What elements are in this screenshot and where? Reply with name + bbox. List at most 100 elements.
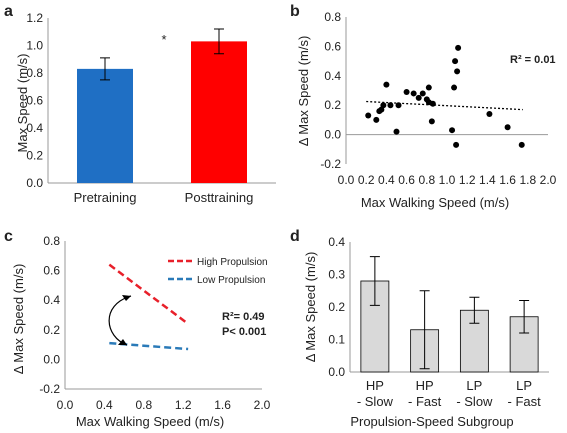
x-tick-label: LP: [516, 378, 532, 393]
panel-b-ticks: -0.20.00.20.40.60.80.0 0.2 0.4 0.6 0.8 1.0 1.2…: [320, 10, 556, 187]
y-tick-label: -0.2: [39, 382, 60, 396]
y-tick-label: 1.2: [26, 11, 43, 25]
y-tick-label: 0.0: [26, 176, 43, 190]
panel-letter-a: a: [4, 3, 13, 20]
scatter-point: [451, 84, 458, 91]
x-tick-label: 1.2: [459, 173, 476, 187]
x-tick-label: - Fast: [408, 394, 442, 409]
scatter-point: [428, 118, 435, 125]
panel-d-ylabel: Δ Max Speed (m/s): [303, 252, 318, 363]
x-tick-label: 0.8: [418, 173, 435, 187]
y-tick-label: 0.4: [43, 293, 60, 307]
y-tick-label: 0.2: [26, 149, 43, 163]
y-tick-label: 0.8: [26, 66, 43, 80]
scatter-point: [453, 141, 460, 148]
x-tick-label: 1.4: [479, 173, 496, 187]
scatter-point: [429, 100, 436, 107]
x-tick-label: Pretraining: [74, 190, 137, 205]
y-tick-label: 0.4: [324, 69, 341, 83]
panel-c-xlabel: Max Walking Speed (m/s): [76, 414, 224, 429]
panel-b: b -0.20.00.20.40.60.80.0 0.2 0.4 0.6 0.8 1.0 1…: [290, 3, 557, 210]
scatter-point: [504, 124, 511, 131]
scatter-point: [395, 102, 402, 109]
panel-letter-c: c: [4, 228, 13, 245]
bar: [191, 41, 247, 183]
panel-c-ylabel: Δ Max Speed (m/s): [11, 264, 26, 375]
y-tick-label: 0.8: [43, 234, 60, 248]
y-tick-label: 0.3: [328, 268, 345, 282]
scatter-point: [518, 141, 525, 148]
scatter-point: [410, 90, 417, 97]
x-tick-label: 1.6: [214, 398, 231, 412]
x-tick-label: 1.8: [519, 173, 536, 187]
x-tick-label: HP: [366, 378, 384, 393]
x-tick-label: 0.0: [57, 398, 74, 412]
scatter-point: [455, 44, 462, 51]
panel-a-ylabel: Max Speed (m/s): [15, 54, 30, 153]
panel-b-marks: [365, 44, 525, 148]
x-tick-label: 0.6: [398, 173, 415, 187]
x-tick-label: 1.0: [439, 173, 456, 187]
x-tick-label: 1.6: [499, 173, 516, 187]
arrowhead-icon: [118, 339, 127, 345]
scatter-point: [486, 111, 493, 118]
x-tick-label: Posttraining: [185, 190, 254, 205]
scatter-point: [383, 81, 390, 88]
x-tick-label: 0.2: [358, 173, 375, 187]
panel-b-r2: R² = 0.01: [510, 54, 556, 66]
x-tick-label: LP: [466, 378, 482, 393]
legend-label-high-propulsion: High Propulsion: [197, 257, 268, 268]
x-tick-label: - Slow: [456, 394, 493, 409]
scatter-point: [452, 58, 459, 65]
x-tick-label: 2.0: [540, 173, 557, 187]
panel-c-ticks: -0.2 0.0 0.2 0.4 0.6 0.8 0.0 0.4 0.8 1.2 1.6 2.0: [39, 234, 270, 412]
y-tick-label: 0.8: [324, 10, 341, 24]
y-tick-label: 0.4: [26, 121, 43, 135]
panel-letter-b: b: [290, 3, 300, 20]
scatter-point: [380, 102, 387, 109]
series-line: [108, 263, 189, 325]
panel-c-p-value: P< 0.001: [222, 326, 266, 338]
y-tick-label: -0.2: [320, 157, 341, 171]
y-tick-label: 0.2: [43, 323, 60, 337]
x-tick-label: 0.0: [338, 173, 355, 187]
panel-d-xlabel: Propulsion-Speed Subgroup: [350, 414, 513, 429]
y-tick-label: 0.1: [328, 333, 345, 347]
x-tick-label: 2.0: [254, 398, 271, 412]
panel-a-marks: Pretraining Posttraining: [74, 28, 254, 205]
x-tick-label: HP: [416, 378, 434, 393]
y-tick-label: 0.0: [43, 352, 60, 366]
curved-double-arrow-icon: [108, 295, 132, 346]
panel-d: d 0.0 0.1 0.2 0.3 0.4 Δ Max Speed (m/s) Prop…: [290, 228, 549, 429]
scatter-point: [425, 84, 432, 91]
x-tick-label: 1.2: [175, 398, 192, 412]
x-tick-label: 0.4: [378, 173, 395, 187]
bar: [77, 68, 133, 183]
panel-a: a 0.00.20.40.60.81.01.2 Max Speed (m/s) …: [4, 3, 276, 205]
panel-c-marks: [108, 263, 189, 351]
y-tick-label: 0.4: [328, 235, 345, 249]
y-tick-label: 0.6: [324, 39, 341, 53]
panel-c-r2: R²= 0.49: [222, 311, 265, 323]
x-tick-label: 0.4: [96, 398, 113, 412]
arrowhead-icon: [122, 295, 131, 301]
scatter-point: [454, 68, 461, 75]
panel-b-ylabel: Δ Max Speed (m/s): [296, 36, 311, 147]
panel-b-xlabel: Max Walking Speed (m/s): [361, 195, 509, 210]
y-tick-label: 0.0: [324, 128, 341, 142]
scatter-point: [415, 94, 422, 101]
y-tick-label: 0.6: [26, 94, 43, 108]
x-tick-label: - Slow: [357, 394, 394, 409]
scatter-point: [393, 128, 400, 135]
x-tick-label: - Fast: [508, 394, 542, 409]
scatter-point: [365, 112, 372, 119]
legend-label-low-propulsion: Low Propulsion: [197, 275, 265, 286]
y-tick-label: 0.6: [43, 264, 60, 278]
scatter-point: [403, 88, 410, 95]
panel-letter-d: d: [290, 228, 300, 245]
significance-asterisk: *: [161, 32, 166, 47]
scatter-point: [373, 116, 380, 123]
scatter-point: [387, 102, 394, 109]
